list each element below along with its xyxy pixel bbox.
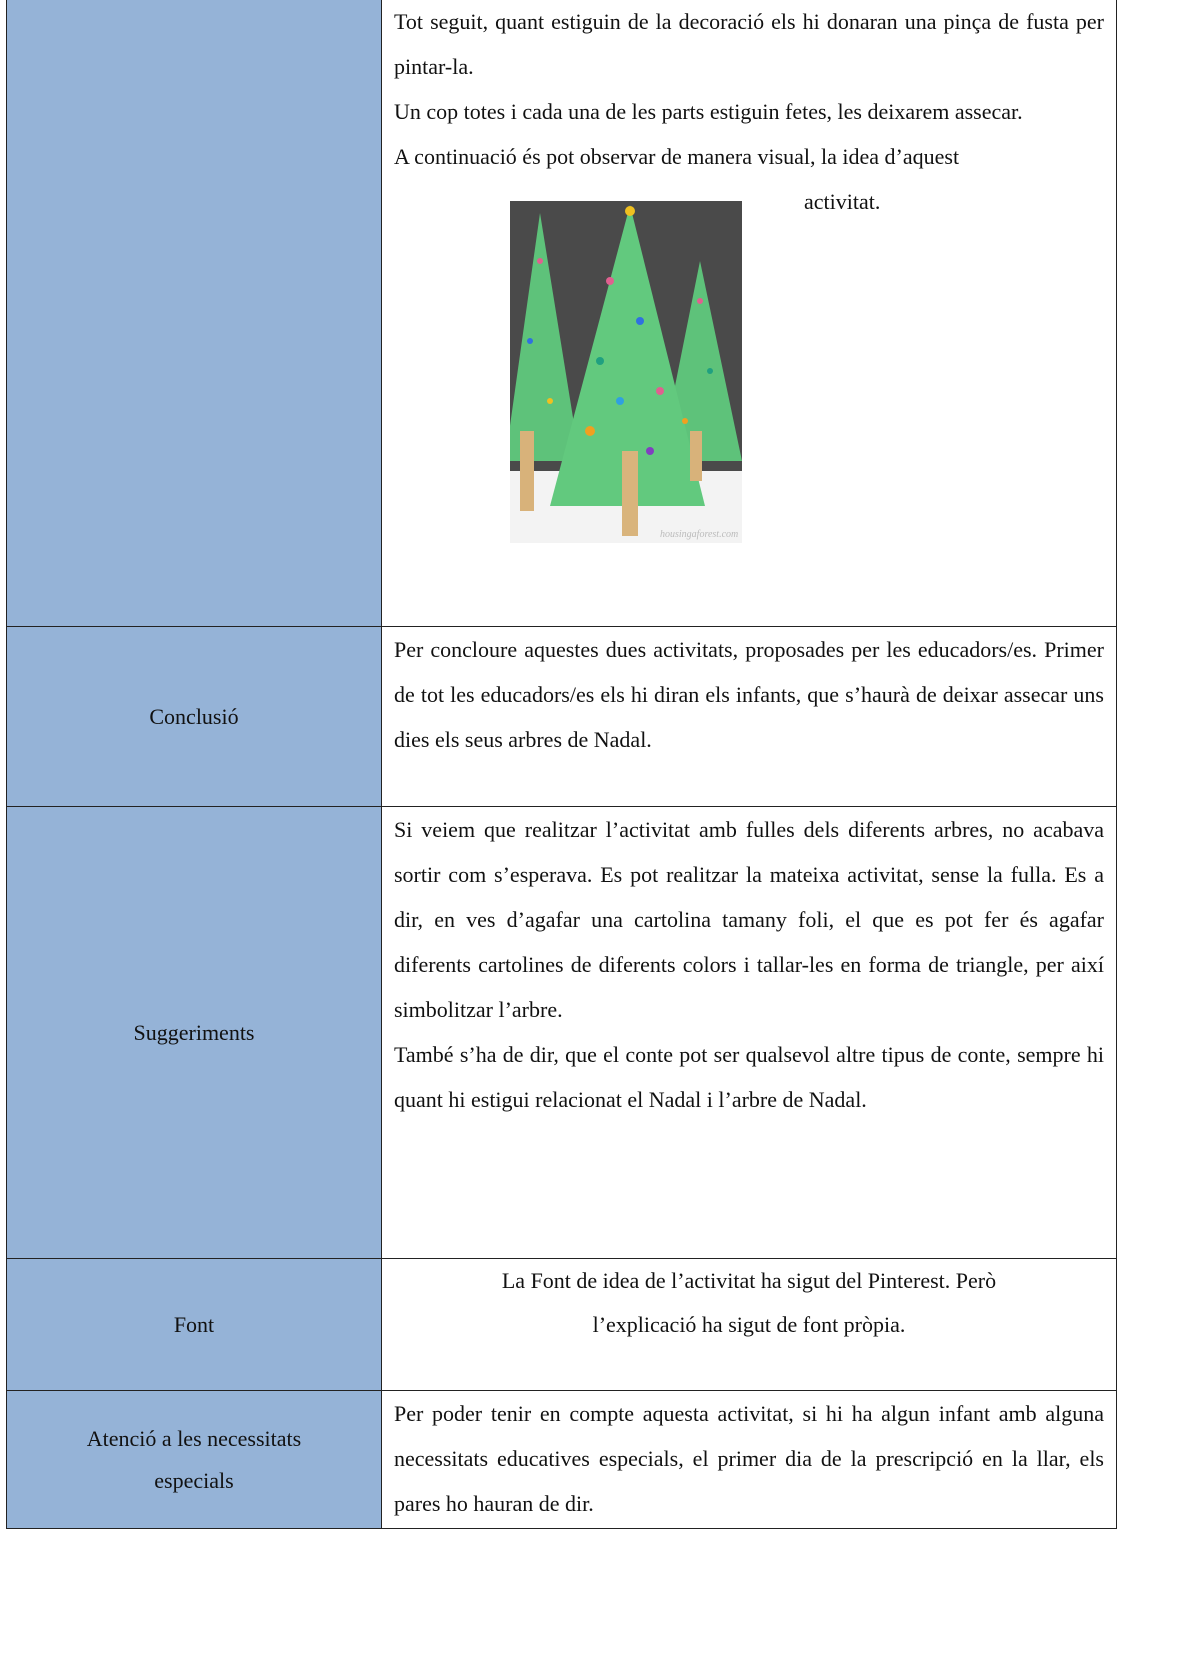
paragraph: També s’ha de dir, que el conte pot ser … (394, 1042, 1104, 1112)
activity-table: Tot seguit, quant estiguin de la decorac… (6, 0, 1117, 1529)
label-cell: Font (6, 1258, 382, 1391)
watermark: housingaforest.com (660, 529, 738, 540)
text: activitat. (804, 189, 881, 214)
content-cell: Si veiem que realitzar l’activitat amb f… (381, 806, 1117, 1259)
row: Atenció a les necessitats especials Per … (6, 1390, 1117, 1529)
content-cell: Tot seguit, quant estiguin de la decorac… (381, 0, 1117, 627)
content-cell: Per concloure aquestes dues activitats, … (381, 626, 1117, 807)
paragraph: A continuació és pot observar de manera … (394, 134, 1104, 543)
row: Font La Font de idea de l’activitat ha s… (6, 1258, 1117, 1391)
paragraph: Un cop totes i cada una de les parts est… (394, 99, 1023, 124)
paragraph: La Font de idea de l’activitat ha sigut … (501, 1268, 997, 1337)
paragraph: Si veiem que realitzar l’activitat amb f… (394, 817, 1104, 1022)
christmas-tree-image: housingaforest.com (510, 201, 742, 543)
paragraph: Per concloure aquestes dues activitats, … (394, 637, 1104, 752)
label-cell: Atenció a les necessitats especials (6, 1390, 382, 1529)
label-cell: Conclusió (6, 626, 382, 807)
paragraph: Tot seguit, quant estiguin de la decorac… (394, 9, 1104, 79)
content-cell: Per poder tenir en compte aquesta activi… (381, 1390, 1117, 1529)
paragraph: Per poder tenir en compte aquesta activi… (394, 1401, 1104, 1516)
content-cell: La Font de idea de l’activitat ha sigut … (381, 1258, 1117, 1391)
label-cell (6, 0, 382, 627)
text: A continuació és pot observar de manera … (394, 144, 960, 169)
row: Tot seguit, quant estiguin de la decorac… (6, 0, 1117, 627)
row: Suggeriments Si veiem que realitzar l’ac… (6, 806, 1117, 1259)
row: Conclusió Per concloure aquestes dues ac… (6, 626, 1117, 807)
label-cell: Suggeriments (6, 806, 382, 1259)
